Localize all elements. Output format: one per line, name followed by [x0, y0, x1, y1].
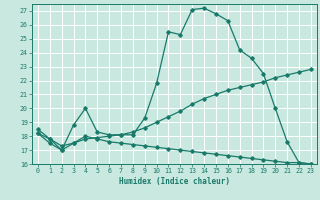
X-axis label: Humidex (Indice chaleur): Humidex (Indice chaleur): [119, 177, 230, 186]
